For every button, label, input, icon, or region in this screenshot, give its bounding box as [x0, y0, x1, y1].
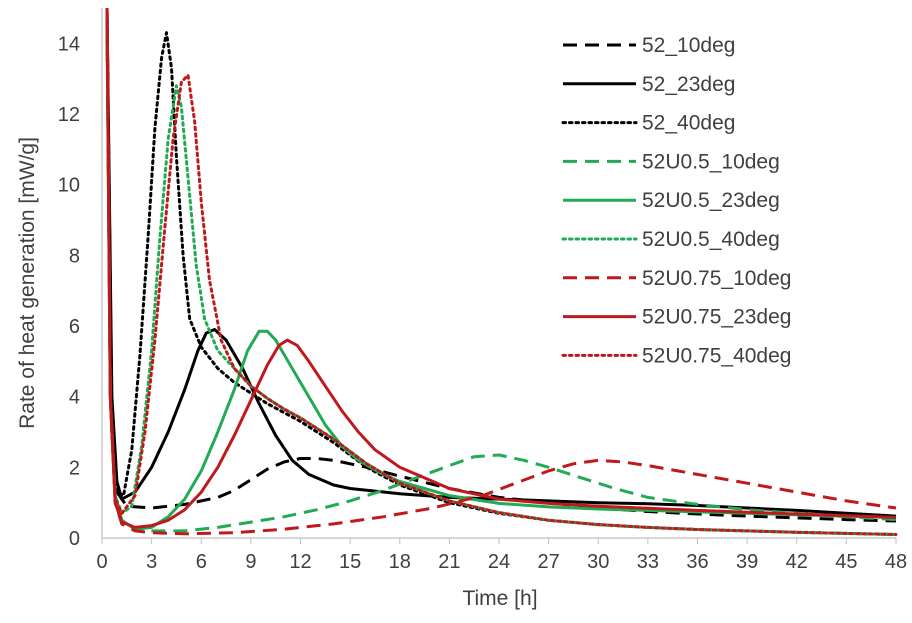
x-tick-label: 0: [96, 551, 107, 573]
series-lines: [105, 8, 898, 536]
series-line-52u0-75-23deg: [105, 8, 897, 529]
y-axis-title: Rate of heat generation [mW/g]: [16, 137, 39, 429]
legend-label: 52U0.5_40deg: [642, 228, 780, 251]
y-tick-label: 0: [69, 528, 80, 550]
x-tick-label: 15: [339, 551, 361, 573]
legend-label: 52U0.75_10deg: [642, 267, 791, 290]
legend: 52_10deg 52_23deg 52_40deg 52U0.5_10deg 52U0…: [561, 34, 791, 367]
x-tick-label: 27: [538, 551, 560, 573]
x-axis-title: Time [h]: [462, 587, 537, 610]
y-tick-label: 14: [58, 33, 80, 55]
y-tick-label: 10: [58, 175, 80, 197]
x-tick-label: 48: [885, 551, 907, 573]
legend-label: 52U0.75_40deg: [642, 344, 791, 367]
legend-label: 52_23deg: [642, 73, 735, 96]
x-tick-label: 45: [835, 551, 857, 573]
x-tick-label: 3: [146, 551, 157, 573]
series-line-52-23deg: [105, 8, 897, 518]
series-line-52-10deg: [105, 8, 897, 523]
series-line-52u0-75-10deg: [105, 8, 897, 536]
x-tick-label: 6: [196, 551, 207, 573]
legend-label: 52U0.5_23deg: [642, 189, 780, 212]
x-tick-label: 12: [289, 551, 311, 573]
legend-label: 52_10deg: [642, 34, 735, 57]
x-tick-label: 33: [637, 551, 659, 573]
y-tick-label: 2: [69, 457, 80, 479]
x-tick-label: 24: [488, 551, 510, 573]
legend-label: 52U0.75_23deg: [642, 306, 791, 329]
axes: 0 3 6 9 12 15 18 21 24 27 30 33 36 39 42 45 480246810121…: [58, 8, 907, 573]
y-tick-label: 12: [58, 104, 80, 126]
x-tick-label: 39: [736, 551, 758, 573]
legend-label: 52_40deg: [642, 112, 735, 135]
series-line-52u0-75-40deg: [105, 8, 898, 536]
y-tick-label: 4: [69, 387, 80, 409]
x-tick-label: 21: [438, 551, 460, 573]
x-tick-label: 30: [587, 551, 609, 573]
x-tick-label: 9: [245, 551, 256, 573]
legend-label: 52U0.5_10deg: [642, 150, 780, 173]
y-tick-label: 6: [69, 316, 80, 338]
y-tick-label: 8: [69, 245, 80, 267]
x-tick-label: 36: [686, 551, 708, 573]
x-tick-label: 18: [389, 551, 411, 573]
x-tick-label: 42: [786, 551, 808, 573]
